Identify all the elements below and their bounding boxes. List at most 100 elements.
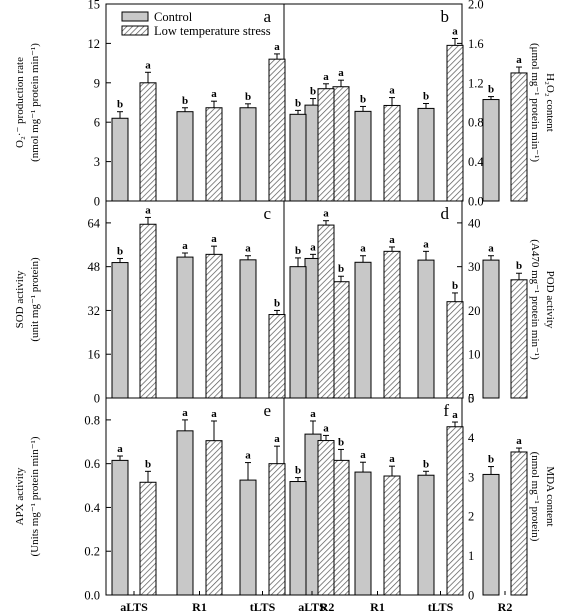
significance-letter: b [338,436,344,448]
significance-letter: b [117,245,123,257]
y-tick-label: 2 [468,510,474,524]
y-axis-title-line: MDA content [544,466,556,526]
y-tick-label: 0.6 [84,457,100,471]
significance-letter: a [452,409,458,421]
stress-bar [332,86,350,202]
significance-letter: a [452,25,458,37]
x-tick-label: R2 [320,600,335,614]
significance-letter: b [423,458,429,470]
significance-letter: a [423,238,429,250]
significance-letter: a [310,241,316,253]
control-bar [354,471,372,596]
y-tick-label: 3 [468,470,474,484]
y-axis-title-line: O₂·⁻ production rate [14,57,26,148]
panel-letter: a [263,7,271,26]
stress-bar [332,281,350,399]
significance-letter: b [182,95,188,107]
y-tick-label: 10 [468,348,481,362]
x-tick-label: tLTS [428,600,454,614]
panel-letter: f [443,401,449,420]
y-axis-title: MDA content(nmol mg⁻¹ protein) [529,452,556,542]
significance-letter: a [360,449,366,461]
significance-letter: b [245,91,251,103]
significance-letter: a [360,243,366,255]
y-tick-label: 12 [88,37,101,51]
y-tick-label: 2.0 [468,0,484,12]
stress-bar [383,250,401,399]
significance-letter: a [488,243,494,255]
stress-bar [317,224,335,399]
stress-bar [205,440,223,596]
y-tick-label: 0 [94,195,100,209]
significance-letter: b [338,263,344,275]
control-bar [289,481,307,596]
y-tick-label: 0.8 [468,116,484,130]
significance-letter: a [274,41,280,53]
y-axis-title-line: H₂O₂ content [544,73,556,132]
significance-letter: a [117,443,123,455]
stress-bar [383,104,401,202]
control-bar [354,110,372,202]
significance-letter: b [310,86,316,98]
significance-letter: b [295,97,301,109]
y-axis-title-line: (A470 mg⁻¹ protein min⁻¹) [529,239,541,360]
control-bar [176,256,194,399]
significance-letter: b [423,90,429,102]
stress-bar [205,107,223,202]
y-axis-title: O₂·⁻ production rate (nmol mg⁻¹ protein m… [14,43,41,162]
control-bar [417,474,435,596]
significance-letter: a [516,435,522,447]
significance-letter: b [145,458,151,470]
y-tick-label: 5 [468,392,474,406]
significance-letter: a [211,88,217,100]
significance-letter: b [488,454,494,466]
significance-letter: a [145,59,151,71]
stress-bar [139,223,157,399]
stress-bar [510,451,528,596]
control-bar [482,259,500,399]
significance-letter: a [389,234,395,246]
significance-letter: b [295,465,301,477]
stress-bar [510,72,528,202]
significance-letter: a [211,408,217,420]
stress-bar [332,459,350,596]
control-bar [417,259,435,399]
significance-letter: a [323,208,329,220]
stress-bar [317,440,335,596]
panel-letter: b [441,7,450,26]
y-axis-title: H₂O₂ content(μmol mg⁻¹ protein min⁻¹) [529,43,556,162]
control-bar [239,107,257,202]
stress-bar [139,481,157,596]
significance-letter: a [182,240,188,252]
y-tick-label: 40 [468,216,481,230]
y-tick-label: 0.8 [84,413,100,427]
y-tick-label: 0 [468,589,474,603]
x-tick-label: R1 [192,600,207,614]
legend-swatch-control [121,11,149,22]
significance-letter: b [274,297,280,309]
y-tick-label: 3 [94,155,100,169]
stress-bar [446,426,464,596]
y-tick-label: 0.2 [84,545,100,559]
control-bar [354,261,372,399]
significance-letter: a [389,453,395,465]
y-tick-label: 0.0 [468,195,484,209]
control-bar [111,117,129,202]
significance-letter: a [182,407,188,419]
control-bar [482,99,500,202]
y-axis-title: POD activity(A470 mg⁻¹ protein min⁻¹) [529,239,556,360]
x-tick-label: R1 [370,600,385,614]
significance-letter: a [338,67,344,79]
significance-letter: b [516,260,522,272]
y-tick-label: 16 [88,348,101,362]
significance-letter: a [323,71,329,83]
panel-b: b 0.0 0.4 0.8 1.2 1.6 2.0 H₂O₂ content(μmol mg⁻… [289,0,556,209]
stress-bar [510,279,528,399]
control-bar [111,262,129,399]
y-axis-title-line: (nmol mg⁻¹ protein) [529,452,541,542]
y-tick-label: 64 [88,216,101,230]
y-tick-label: 1.6 [468,37,484,51]
